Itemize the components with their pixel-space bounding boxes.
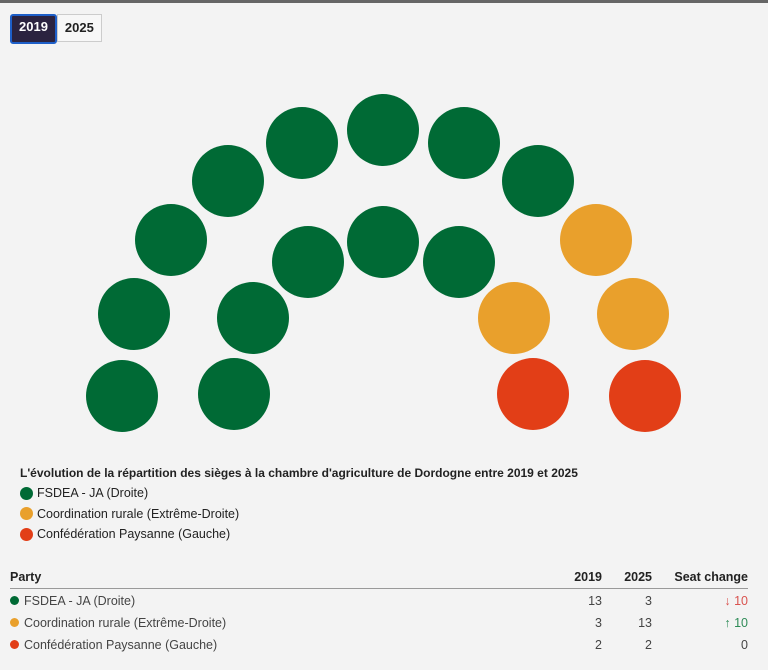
party-cell: FSDEA - JA (Droite) [10,589,542,612]
legend-dot [20,507,33,521]
seat [198,358,270,430]
legend-label: FSDEA - JA (Droite) [37,486,149,501]
legend: FSDEA - JA (Droite) Coordination rurale … [20,483,239,545]
seats-2019: 2 [595,637,602,652]
year-tabs: 2019 2025 [10,14,102,44]
party-dot [10,595,19,605]
seat [423,226,495,298]
change-arrow-icon: ↑ [724,615,731,630]
legend-label: Confédération Paysanne (Gauche) [37,527,231,542]
seat [135,204,207,276]
party-name: Coordination rurale (Extrême-Droite) [24,615,227,630]
table-row: FSDEA - JA (Droite) 13 3 ↓ 10 [10,589,748,612]
legend-label: Coordination rurale (Extrême-Droite) [37,506,240,521]
party-name: FSDEA - JA (Droite) [24,593,136,608]
party-name: Confédération Paysanne (Gauche) [24,637,218,652]
parliament-chart [86,94,681,432]
header-party: Party [10,568,542,589]
seat [497,358,569,430]
chart-title: L'évolution de la répartition des sièges… [20,466,578,480]
party-dot [10,639,19,649]
top-border [0,0,768,3]
legend-item: FSDEA - JA (Droite) [20,483,239,504]
table-header: Party 2019 2025 Seat change [10,568,748,589]
seats-2025: 13 [638,615,652,630]
tab-2025[interactable]: 2025 [56,14,102,42]
seat-change: 0 [652,633,748,655]
header-seat-change: Seat change [652,568,748,589]
tab-2019[interactable]: 2019 [10,14,57,44]
table-row: Confédération Paysanne (Gauche) 2 2 0 [10,633,748,655]
header-2025: 2025 [602,568,652,589]
seat [266,107,338,179]
seat [86,360,158,432]
seat [428,107,500,179]
seat-table: Party 2019 2025 Seat change FSDEA - JA (… [10,568,748,655]
seat [478,282,550,354]
change-value: 10 [734,593,748,608]
seat [609,360,681,432]
legend-dot [20,486,33,500]
legend-item: Coordination rurale (Extrême-Droite) [20,504,239,525]
seat [98,278,170,350]
seat [347,206,419,278]
legend-dot [20,527,33,541]
seats-2019: 3 [595,615,602,630]
seats-2025: 2 [645,637,652,652]
seat [597,278,669,350]
seats-2025: 3 [645,593,652,608]
seats-2019: 13 [588,593,602,608]
seat [217,282,289,354]
seat [192,145,264,217]
party-cell: Coordination rurale (Extrême-Droite) [10,611,542,633]
seat [502,145,574,217]
seat-change: ↓ 10 [652,589,748,612]
seat [560,204,632,276]
table-row: Coordination rurale (Extrême-Droite) 3 1… [10,611,748,633]
seat-change: ↑ 10 [652,611,748,633]
change-value: 10 [734,615,748,630]
seat [272,226,344,298]
party-dot [10,617,19,627]
party-cell: Confédération Paysanne (Gauche) [10,633,542,655]
legend-item: Confédération Paysanne (Gauche) [20,524,239,545]
header-2019: 2019 [542,568,602,589]
seat [347,94,419,166]
change-arrow-icon: ↓ [724,593,731,608]
change-value: 0 [741,637,748,652]
